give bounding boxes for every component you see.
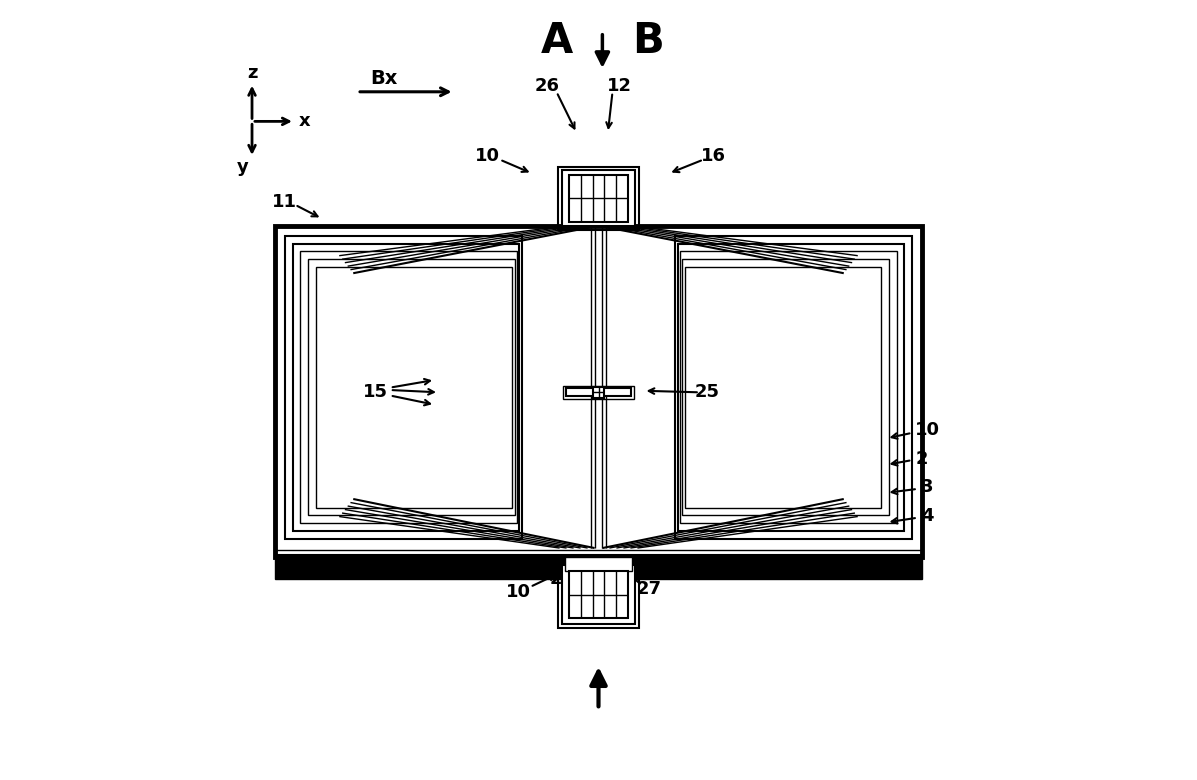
Text: 15: 15 xyxy=(363,383,388,402)
Text: 27: 27 xyxy=(637,580,662,598)
Bar xyxy=(570,572,627,618)
Text: 23: 23 xyxy=(563,601,588,619)
Bar xyxy=(300,251,517,523)
Bar xyxy=(678,243,905,531)
Bar xyxy=(558,167,639,230)
Bar xyxy=(682,259,889,516)
Bar xyxy=(275,556,922,580)
Bar xyxy=(593,387,604,398)
Bar xyxy=(292,243,519,531)
Bar xyxy=(565,558,632,572)
Bar xyxy=(561,566,636,624)
Text: 26: 26 xyxy=(535,77,560,95)
Text: x: x xyxy=(298,112,310,130)
Bar xyxy=(566,388,631,396)
Text: 4: 4 xyxy=(920,507,934,525)
Text: 2: 2 xyxy=(916,449,928,467)
Text: 10: 10 xyxy=(916,421,941,439)
Bar xyxy=(570,175,627,222)
Text: 12: 12 xyxy=(607,77,632,95)
Text: 3: 3 xyxy=(920,478,934,496)
Bar xyxy=(558,565,639,628)
Text: 24: 24 xyxy=(595,593,620,611)
Text: 10: 10 xyxy=(475,147,499,165)
Bar xyxy=(680,251,897,523)
Bar xyxy=(675,236,912,539)
Bar xyxy=(275,226,922,558)
Text: 10: 10 xyxy=(506,583,530,601)
Text: B: B xyxy=(632,20,663,62)
Bar xyxy=(308,259,515,516)
Bar xyxy=(685,267,881,508)
Text: 2: 2 xyxy=(549,570,561,588)
Bar xyxy=(561,171,636,226)
Bar xyxy=(285,236,522,539)
Text: y: y xyxy=(237,158,249,176)
Text: 25: 25 xyxy=(695,383,721,402)
Bar xyxy=(563,386,634,399)
Text: A: A xyxy=(541,20,573,62)
Text: Bx: Bx xyxy=(371,69,399,88)
Bar xyxy=(316,267,512,508)
Text: 11: 11 xyxy=(272,193,297,211)
Text: z: z xyxy=(247,65,257,83)
Text: 16: 16 xyxy=(701,147,727,165)
